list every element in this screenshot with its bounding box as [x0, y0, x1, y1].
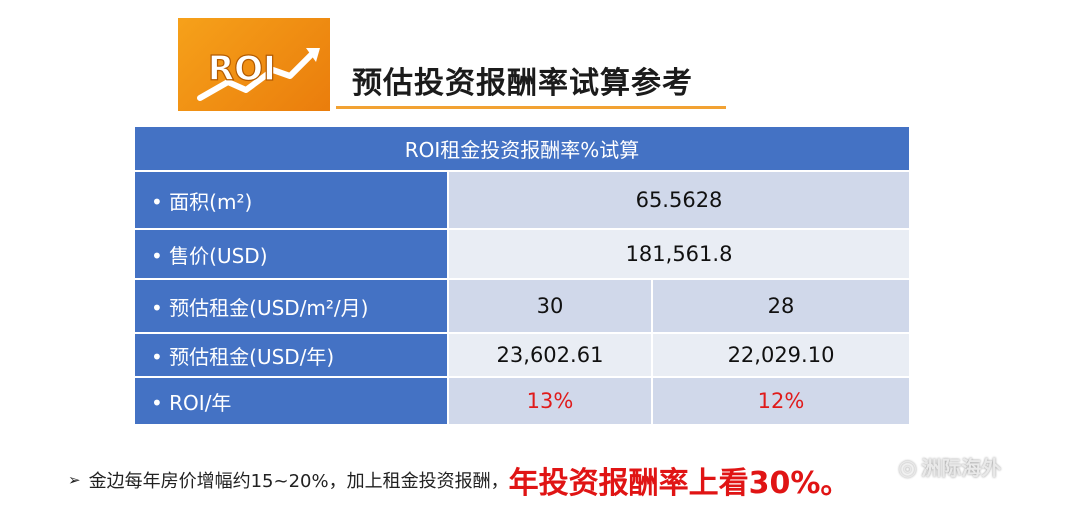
row-label: • 售价(USD) [135, 229, 448, 280]
table-header-row: ROI租金投资报酬率%试算 [135, 127, 910, 172]
page-title: 预估投资报酬率试算参考 [352, 66, 693, 101]
title-underline [336, 106, 726, 109]
table-row: • 预估租金(USD/年) 23,602.61 22,029.10 [135, 333, 910, 378]
table-row: • 售价(USD) 181,561.8 [135, 229, 910, 280]
price-value: 181,561.8 [446, 229, 910, 280]
logo-text: ROI [208, 49, 276, 89]
row-label: • 预估租金(USD/年) [135, 333, 448, 378]
footer-emphasis: 年投资报酬率上看30%。 [508, 466, 851, 501]
roi-value: 12% [650, 377, 910, 426]
roi-value: 13% [447, 377, 652, 426]
yearly-rent-value: 23,602.61 [447, 333, 652, 378]
footer-text: 金边每年房价增幅约15~20%，加上租金投资报酬， [88, 471, 509, 492]
row-label: • 面积(m²) [135, 171, 448, 230]
yearly-rent-value: 22,029.10 [650, 333, 910, 378]
monthly-rent-value: 30 [447, 279, 652, 334]
table-row: • 面积(m²) 65.5628 [135, 171, 910, 230]
roi-table: ROI租金投资报酬率%试算 • 面积(m²) 65.5628 • 售价(USD)… [135, 127, 910, 426]
wechat-icon: ◎ [898, 456, 918, 481]
row-label: • ROI/年 [135, 377, 448, 426]
row-label: • 预估租金(USD/m²/月) [135, 279, 448, 334]
watermark-text: 洲际海外 [921, 456, 1002, 480]
area-value: 65.5628 [446, 171, 910, 230]
table-row: • ROI/年 13% 12% [135, 377, 910, 426]
watermark: ◎ 洲际海外 [898, 452, 1001, 481]
arrow-bullet-icon: ➢ [68, 471, 81, 489]
monthly-rent-value: 28 [650, 279, 910, 334]
table-row: • 预估租金(USD/m²/月) 30 28 [135, 279, 910, 334]
roi-logo: ROI [178, 18, 330, 111]
footer-note: ➢ 金边每年房价增幅约15~20%，加上租金投资报酬，年投资报酬率上看30%。 [68, 458, 850, 502]
table-header: ROI租金投资报酬率%试算 [135, 127, 910, 172]
